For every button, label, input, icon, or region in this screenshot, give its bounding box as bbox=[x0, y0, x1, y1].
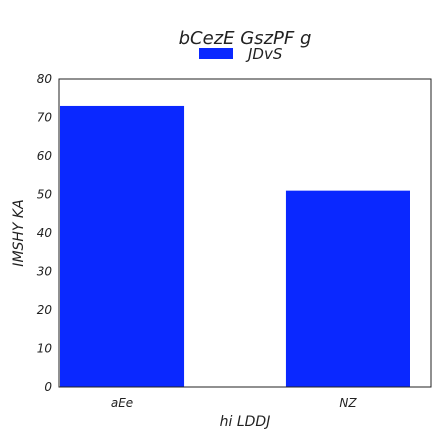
legend-label: JDvS bbox=[245, 45, 283, 63]
y-tick-label: 50 bbox=[37, 188, 53, 202]
y-tick-label: 30 bbox=[37, 265, 53, 279]
y-tick-label: 70 bbox=[37, 111, 53, 125]
x-tick-label: NZ bbox=[339, 396, 357, 410]
x-axis-label: hi LDDJ bbox=[220, 414, 271, 430]
x-axis-ticks: aEe NZ bbox=[111, 396, 357, 410]
y-tick-label: 60 bbox=[37, 149, 53, 163]
plot-frame bbox=[58, 78, 432, 388]
legend: JDvS bbox=[199, 45, 283, 63]
bar-aEe bbox=[60, 105, 185, 387]
y-tick-label: 80 bbox=[37, 72, 53, 86]
legend-swatch bbox=[199, 48, 233, 59]
y-tick-label: 40 bbox=[37, 226, 53, 240]
bars-group bbox=[60, 105, 410, 387]
bar-NZ bbox=[285, 190, 410, 387]
chart-title: bCezE GszPF g bbox=[179, 28, 312, 49]
y-tick-label: 10 bbox=[37, 342, 53, 356]
y-axis-ticks: 0 10 20 30 40 50 60 70 80 bbox=[37, 72, 53, 394]
x-tick-label: aEe bbox=[111, 396, 133, 410]
y-tick-label: 20 bbox=[37, 303, 53, 317]
y-tick-label: 0 bbox=[44, 380, 52, 394]
y-axis-label: IMSHY KA bbox=[11, 199, 27, 266]
